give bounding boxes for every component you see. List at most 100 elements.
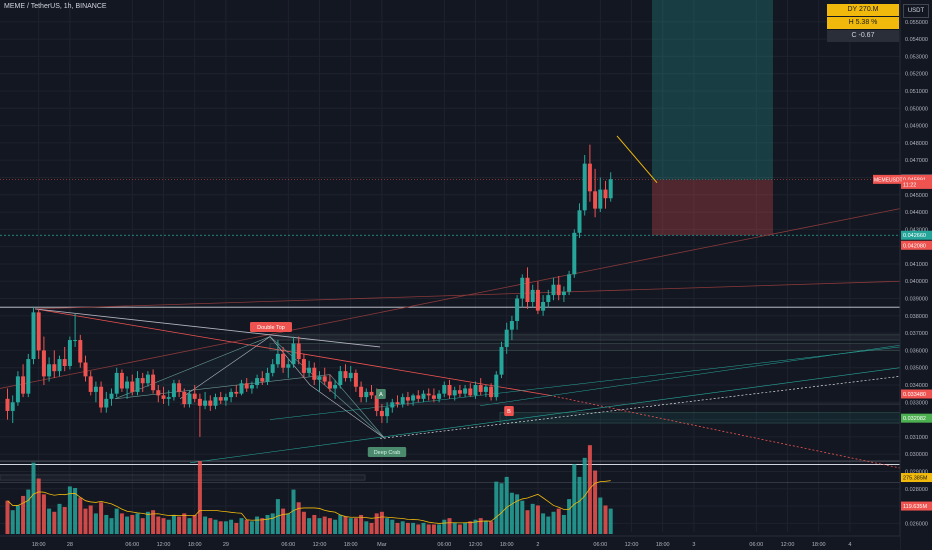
volume-zone xyxy=(0,474,366,481)
candle-body xyxy=(286,364,291,368)
candle-body xyxy=(489,386,494,398)
candle-body xyxy=(478,385,483,392)
candle-body xyxy=(62,359,67,366)
price-tick-label: 0.040000 xyxy=(905,279,928,285)
time-tick-label: 12:00 xyxy=(157,542,171,548)
volume-bar xyxy=(567,499,572,534)
volume-bar xyxy=(556,508,561,534)
volume-bar xyxy=(57,503,62,534)
volume-bar xyxy=(229,519,234,534)
price-badge-bg xyxy=(901,473,932,483)
volume-bar xyxy=(333,519,338,534)
volume-bar xyxy=(208,518,213,534)
candle-body xyxy=(135,378,140,392)
candle-body xyxy=(593,191,598,209)
price-badge-bg xyxy=(901,174,932,184)
candle-body xyxy=(515,298,520,322)
volume-bar xyxy=(281,508,286,534)
candle-body xyxy=(400,397,405,405)
volume-bar xyxy=(390,519,395,534)
volume-bar xyxy=(244,519,249,534)
candle-body xyxy=(457,390,462,394)
volume-bar xyxy=(203,516,208,534)
price-tick-label: 0.036000 xyxy=(905,348,928,354)
volume-bar xyxy=(270,513,275,534)
candle-body xyxy=(416,395,421,399)
candle-body xyxy=(541,301,546,311)
candle-body xyxy=(114,372,119,394)
candle-body xyxy=(509,321,514,330)
volume-bar xyxy=(437,524,442,534)
candle-body xyxy=(270,364,275,373)
candle-body xyxy=(385,407,390,417)
price-tick-label: 0.047000 xyxy=(905,158,928,164)
volume-bar xyxy=(52,511,57,534)
volume-bar xyxy=(291,489,296,534)
candle-body xyxy=(187,393,192,405)
candle-body xyxy=(88,376,93,392)
candle-body xyxy=(551,284,556,296)
price-badge: 119.635M xyxy=(903,504,927,510)
time-tick-label: 3 xyxy=(692,542,695,548)
candle-body xyxy=(213,397,218,406)
ohlc-line-3: C -0.67 xyxy=(827,30,899,42)
candle-body xyxy=(57,359,62,372)
double-top-label: Double Top xyxy=(257,325,285,331)
candle-body xyxy=(494,374,499,398)
volume-bar xyxy=(515,494,520,534)
volume-bar xyxy=(322,516,327,534)
volume-bar xyxy=(561,514,566,534)
candle-body xyxy=(265,372,270,382)
price-tick-label: 0.029000 xyxy=(905,469,928,475)
candle-body xyxy=(426,393,431,396)
volume-bar xyxy=(26,489,31,534)
candle-body xyxy=(197,398,202,406)
candle-body xyxy=(78,340,83,363)
volume-bar xyxy=(598,497,603,534)
volume-bar xyxy=(426,524,431,534)
time-tick-label: 06:00 xyxy=(437,542,451,548)
time-tick-label: 18:00 xyxy=(188,542,202,548)
volume-bar xyxy=(234,522,239,534)
volume-bar xyxy=(166,519,171,534)
candle-body xyxy=(307,367,312,373)
volume-bar xyxy=(151,510,156,534)
price-badge-bg xyxy=(901,501,932,511)
candle-body xyxy=(437,393,442,399)
candle-body xyxy=(499,346,504,375)
symbol-title[interactable]: MEME / TetherUS, 1h, BINANCE xyxy=(4,3,107,10)
candle-body xyxy=(556,284,561,296)
volume-bar xyxy=(109,518,114,534)
volume-bar xyxy=(489,521,494,534)
candle-body xyxy=(67,340,72,366)
candle-body xyxy=(73,340,78,342)
candle-body xyxy=(338,371,343,386)
candle-body xyxy=(109,393,114,399)
candle-body xyxy=(312,367,317,380)
volume-bar xyxy=(177,516,182,534)
volume-bar xyxy=(307,518,312,534)
volume-bar xyxy=(140,518,145,534)
supply-zone-2 xyxy=(269,343,901,351)
volume-bar xyxy=(546,516,551,534)
candle-body xyxy=(182,391,187,405)
candle-body xyxy=(561,291,566,296)
volume-bar xyxy=(343,516,348,534)
candle-body xyxy=(572,232,577,275)
volume-bar xyxy=(395,522,400,534)
price-badge: 0.042660 xyxy=(903,233,926,239)
price-tick-label: 0.028000 xyxy=(905,487,928,493)
candle-body xyxy=(177,383,182,392)
volume-bar xyxy=(317,518,322,534)
candle-body xyxy=(327,381,332,389)
volume-bar xyxy=(608,508,613,534)
time-tick-label: 06:00 xyxy=(125,542,139,548)
time-tick-label: 06:00 xyxy=(749,542,763,548)
candle-body xyxy=(504,329,509,347)
volume-bar xyxy=(509,492,514,534)
volume-bar xyxy=(260,518,265,534)
candle-body xyxy=(447,385,452,396)
currency-button[interactable]: USDT xyxy=(903,4,929,18)
candle-body xyxy=(463,388,468,394)
